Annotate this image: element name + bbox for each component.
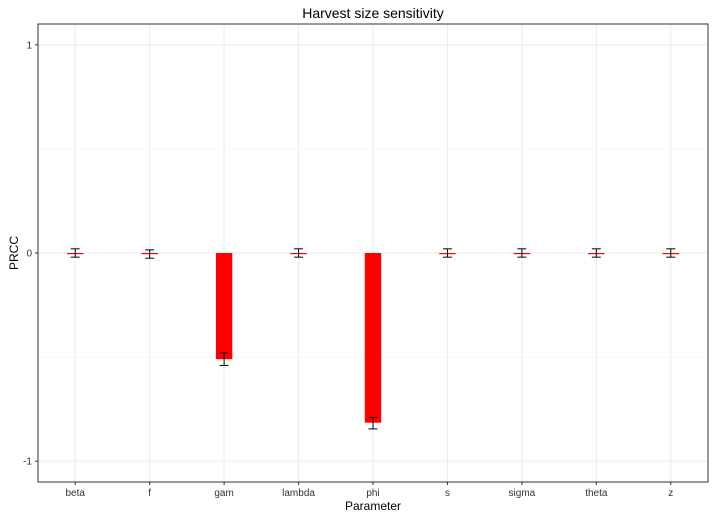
errorbar-theta (591, 248, 601, 258)
errorbar-sigma (517, 248, 527, 258)
x-tick-label-gam: gam (214, 488, 233, 499)
x-tick-label-sigma: sigma (509, 488, 536, 499)
bar-gam (215, 253, 233, 360)
errorbar-gam (219, 352, 229, 366)
x-tick-label-f: f (148, 488, 151, 499)
errorbar-z (666, 248, 676, 258)
errorbar-phi (368, 416, 378, 430)
bars (67, 253, 679, 423)
y-axis: -1 0 1 (23, 40, 38, 468)
x-tick-label-s: s (445, 488, 450, 499)
x-axis: beta f gam lambda phi s sigma theta z (65, 482, 673, 499)
error-bars (70, 248, 676, 430)
x-tick-label-theta: theta (585, 488, 608, 499)
x-axis-title: Parameter (345, 499, 401, 513)
chart-title: Harvest size sensitivity (302, 5, 444, 21)
x-tick-label-z: z (668, 488, 673, 499)
errorbar-beta (70, 248, 80, 258)
errorbar-f (145, 249, 155, 259)
errorbar-s (442, 248, 452, 258)
y-axis-title: PRCC (7, 236, 21, 270)
x-tick-label-lambda: lambda (282, 488, 315, 499)
x-tick-label-phi: phi (366, 488, 379, 499)
errorbar-lambda (294, 248, 304, 258)
x-tick-label-beta: beta (65, 488, 85, 499)
y-tick-label: 1 (26, 40, 32, 51)
y-tick-label: 0 (26, 249, 32, 260)
bar-phi (364, 253, 382, 423)
y-tick-label: -1 (23, 457, 32, 468)
